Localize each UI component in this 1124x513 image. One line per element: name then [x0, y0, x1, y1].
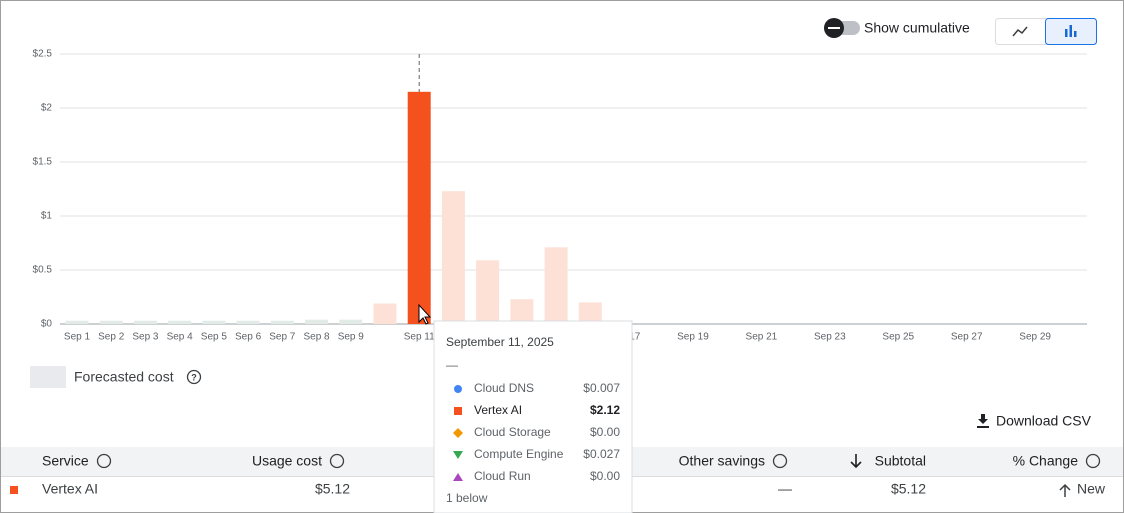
tooltip-value: $2.12	[590, 403, 620, 417]
bar	[133, 320, 157, 324]
tooltip-value: $0.027	[583, 447, 620, 461]
x-tick-label: Sep 8	[303, 332, 330, 343]
tooltip-value: $0.00	[590, 425, 620, 439]
marker	[453, 473, 463, 481]
legend-label: Forecasted cost	[74, 369, 174, 385]
bar-view-icon[interactable]	[1065, 25, 1077, 37]
toggle-label[interactable]: Show cumulative	[864, 20, 970, 36]
tooltip-dash: —	[446, 358, 458, 372]
tooltip-name: Cloud Run	[474, 469, 531, 483]
cell: Vertex AI	[42, 481, 98, 497]
tooltip-value: $0.007	[583, 381, 620, 395]
service-color	[10, 486, 18, 494]
x-tick-label: Sep 5	[201, 332, 228, 343]
cell: $5.12	[315, 481, 350, 497]
x-tick-label: Sep 3	[132, 332, 159, 343]
x-tick-label: Sep 7	[269, 332, 296, 343]
help-icon[interactable]	[186, 369, 202, 385]
cell: $5.12	[891, 481, 926, 497]
cursor	[418, 303, 432, 325]
column-header: Subtotal	[875, 453, 926, 469]
tooltip-value: $0.00	[590, 469, 620, 483]
y-tick-label: $2.5	[33, 49, 53, 60]
line-view-icon[interactable]	[1012, 26, 1028, 37]
column-header: % Change	[1013, 453, 1079, 469]
tooltip: September 11, 2025 — Cloud DNS $0.007 Vertex…	[418, 303, 633, 513]
cell: —	[778, 481, 792, 497]
x-tick-label: Sep 23	[814, 332, 846, 343]
x-tick-label: Sep 4	[167, 332, 194, 343]
legend-swatch	[30, 366, 66, 388]
marker	[454, 385, 462, 393]
tooltip-box	[433, 320, 633, 513]
download-csv[interactable]: Download CSV	[996, 413, 1092, 429]
bar	[510, 299, 534, 324]
y-tick-label: $0	[41, 319, 53, 330]
y-tick-label: $2	[41, 103, 53, 114]
marker	[453, 428, 463, 438]
bar	[168, 320, 192, 324]
bar	[99, 320, 123, 324]
x-tick-label: Sep 1	[64, 332, 91, 343]
tooltip-name: Compute Engine	[474, 447, 564, 461]
tooltip-name: Cloud DNS	[474, 381, 534, 395]
y-tick-label: $1.5	[33, 157, 53, 168]
bar	[305, 319, 329, 324]
tooltip-name: Vertex AI	[474, 403, 522, 417]
x-tick-label: Sep 2	[98, 332, 125, 343]
help-mark: ?	[191, 372, 197, 382]
bar	[270, 320, 294, 324]
x-tick-label: Sep 29	[1019, 332, 1051, 343]
bar	[65, 320, 89, 324]
help-icon[interactable]	[772, 453, 788, 469]
toggle-icon	[828, 27, 840, 29]
bar	[544, 247, 568, 324]
tooltip-date: September 11, 2025	[446, 335, 554, 349]
x-tick-label: Sep 9	[338, 332, 365, 343]
column-header: Usage cost	[252, 453, 322, 469]
bar	[407, 91, 431, 324]
bar	[578, 302, 602, 324]
column-header: Service	[42, 453, 89, 469]
help-icon[interactable]	[1085, 453, 1101, 469]
x-tick-label: Sep 6	[235, 332, 262, 343]
y-tick-label: $1	[41, 211, 53, 222]
bar	[202, 320, 226, 324]
x-tick-label: Sep 25	[882, 332, 914, 343]
column-header: Other savings	[679, 453, 765, 469]
download-icon[interactable]	[977, 414, 989, 428]
bar	[476, 260, 500, 324]
bar	[441, 191, 465, 324]
tooltip-more: 1 below	[446, 491, 488, 505]
y-tick-label: $0.5	[33, 265, 53, 276]
cell: New	[1077, 481, 1106, 497]
sort-arrow	[850, 454, 862, 469]
tooltip-name: Cloud Storage	[474, 425, 551, 439]
bar	[236, 320, 260, 324]
x-tick-label: Sep 27	[951, 332, 983, 343]
x-tick-label: Sep 19	[677, 332, 709, 343]
help-icon[interactable]	[329, 453, 345, 469]
help-icon[interactable]	[96, 453, 112, 469]
x-tick-label: Sep 21	[746, 332, 778, 343]
up-arrow	[1059, 483, 1071, 497]
marker	[453, 451, 463, 459]
bar	[373, 303, 397, 324]
bar	[339, 319, 363, 324]
x-tick-label: Sep 11	[404, 332, 435, 343]
marker	[454, 407, 462, 415]
